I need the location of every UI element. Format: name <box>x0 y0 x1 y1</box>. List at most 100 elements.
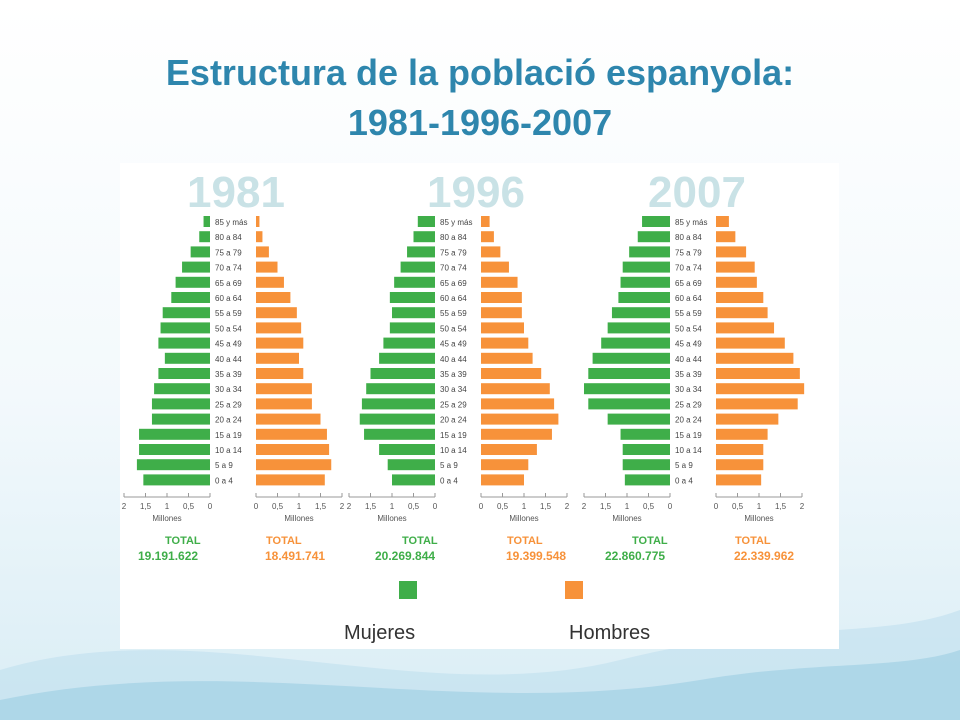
age-label-1981-17: 0 a 4 <box>215 476 233 485</box>
age-label-2007-5: 60 a 64 <box>675 294 702 303</box>
women-tick-label-1996-1: 1,5 <box>365 502 377 511</box>
bar-women-2007-17 <box>624 474 670 486</box>
age-label-1996-10: 35 a 39 <box>440 370 467 379</box>
age-label-1996-5: 60 a 64 <box>440 294 467 303</box>
bar-women-2007-16 <box>622 459 670 471</box>
bar-men-1996-7 <box>481 322 524 334</box>
bar-women-1981-9 <box>164 352 210 364</box>
population-pyramids-figure: 1981 85 y más 80 a 84 75 a 79 70 a 74 65 a 69… <box>120 163 839 649</box>
bar-women-1996-1 <box>413 231 435 243</box>
bar-women-1996-10 <box>370 368 435 379</box>
age-label-1996-8: 45 a 49 <box>440 340 467 349</box>
age-label-2007-13: 20 a 24 <box>675 416 702 425</box>
bar-women-2007-4 <box>620 276 670 288</box>
bar-women-1981-11 <box>154 383 210 395</box>
women-tick-label-2007-4: 0 <box>668 502 673 511</box>
bar-men-1996-8 <box>481 337 529 349</box>
bar-men-2007-13 <box>716 413 779 425</box>
bar-women-1996-12 <box>361 398 435 410</box>
bar-men-1981-5 <box>256 292 291 303</box>
women-tick-label-1981-4: 0 <box>208 502 213 511</box>
bar-men-1981-6 <box>256 307 297 319</box>
age-label-2007-14: 15 a 19 <box>675 431 702 440</box>
bar-women-1996-15 <box>379 444 435 455</box>
men-total-value-1981: 18.491.741 <box>265 549 325 563</box>
bar-men-1996-9 <box>481 352 533 364</box>
bar-women-2007-3 <box>622 261 670 273</box>
age-label-1996-15: 10 a 14 <box>440 446 467 455</box>
bar-men-2007-4 <box>716 276 757 288</box>
bar-men-1981-3 <box>256 261 278 273</box>
women-tick-label-1996-0: 2 <box>347 502 352 511</box>
bar-men-1981-7 <box>256 322 302 334</box>
men-unit-label-1996: Millones <box>509 514 538 523</box>
bar-women-1981-14 <box>139 428 210 440</box>
bar-women-1996-11 <box>366 383 435 395</box>
age-label-1996-11: 30 a 34 <box>440 385 467 394</box>
age-label-2007-2: 75 a 79 <box>675 248 702 257</box>
bar-women-2007-13 <box>607 413 670 425</box>
bar-men-1981-17 <box>256 474 325 486</box>
men-total-value-2007: 22.339.962 <box>734 549 794 563</box>
women-total-label-2007: TOTAL <box>632 535 668 547</box>
age-label-1996-4: 65 a 69 <box>440 279 467 288</box>
age-label-2007-0: 85 y más <box>675 218 707 227</box>
bar-men-1996-4 <box>481 276 518 288</box>
age-label-1996-14: 15 a 19 <box>440 431 467 440</box>
bar-women-1981-2 <box>190 246 210 258</box>
bar-women-2007-10 <box>588 368 670 379</box>
men-total-label-1981: TOTAL <box>266 535 302 547</box>
age-label-1981-8: 45 a 49 <box>215 340 242 349</box>
bar-women-1996-0 <box>417 216 435 227</box>
age-label-1981-14: 15 a 19 <box>215 431 242 440</box>
men-tick-label-2007-1: 0,5 <box>732 502 744 511</box>
bar-men-2007-17 <box>716 474 762 486</box>
men-tick-label-1996-0: 0 <box>479 502 484 511</box>
men-tick-label-2007-2: 1 <box>757 502 762 511</box>
men-tick-label-2007-3: 1,5 <box>775 502 787 511</box>
bar-men-1996-12 <box>481 398 555 410</box>
bar-men-2007-15 <box>716 444 764 455</box>
bar-men-2007-2 <box>716 246 747 258</box>
bar-women-2007-14 <box>620 428 670 440</box>
bar-men-1996-3 <box>481 261 509 273</box>
women-tick-label-1981-1: 1,5 <box>140 502 152 511</box>
age-label-2007-4: 65 a 69 <box>675 279 702 288</box>
bar-women-1981-15 <box>139 444 210 455</box>
bar-women-2007-15 <box>622 444 670 455</box>
women-tick-label-2007-0: 2 <box>582 502 587 511</box>
women-tick-label-1981-2: 1 <box>165 502 170 511</box>
age-label-1996-9: 40 a 44 <box>440 355 467 364</box>
women-tick-label-2007-1: 1,5 <box>600 502 612 511</box>
bar-men-2007-12 <box>716 398 798 410</box>
bar-men-1981-11 <box>256 383 312 395</box>
women-tick-label-1981-3: 0,5 <box>183 502 195 511</box>
bar-women-1981-1 <box>199 231 210 243</box>
bar-women-1996-9 <box>379 352 435 364</box>
age-label-1996-3: 70 a 74 <box>440 264 467 273</box>
bar-women-1996-14 <box>364 428 435 440</box>
pyramid-year-1996: 1996 <box>427 168 525 217</box>
women-tick-label-2007-2: 1 <box>625 502 630 511</box>
bar-men-1981-15 <box>256 444 330 455</box>
age-label-1981-13: 20 a 24 <box>215 416 242 425</box>
legend-men-label: Hombres <box>569 622 651 644</box>
age-label-1996-13: 20 a 24 <box>440 416 467 425</box>
age-label-1981-0: 85 y más <box>215 218 247 227</box>
age-label-1996-12: 25 a 29 <box>440 400 467 409</box>
women-tick-label-1996-2: 1 <box>390 502 395 511</box>
bar-women-1996-5 <box>389 292 435 303</box>
men-total-label-2007: TOTAL <box>735 535 771 547</box>
bar-men-2007-14 <box>716 428 768 440</box>
bar-men-1996-6 <box>481 307 522 319</box>
age-label-1981-15: 10 a 14 <box>215 446 242 455</box>
legend-men-swatch <box>565 581 583 599</box>
men-tick-label-1981-3: 1,5 <box>315 502 327 511</box>
bar-men-2007-3 <box>716 261 755 273</box>
age-label-2007-11: 30 a 34 <box>675 385 702 394</box>
men-tick-label-1996-1: 0,5 <box>497 502 509 511</box>
women-total-value-1981: 19.191.622 <box>138 549 198 563</box>
bar-men-1996-1 <box>481 231 494 243</box>
bar-men-1996-15 <box>481 444 537 455</box>
